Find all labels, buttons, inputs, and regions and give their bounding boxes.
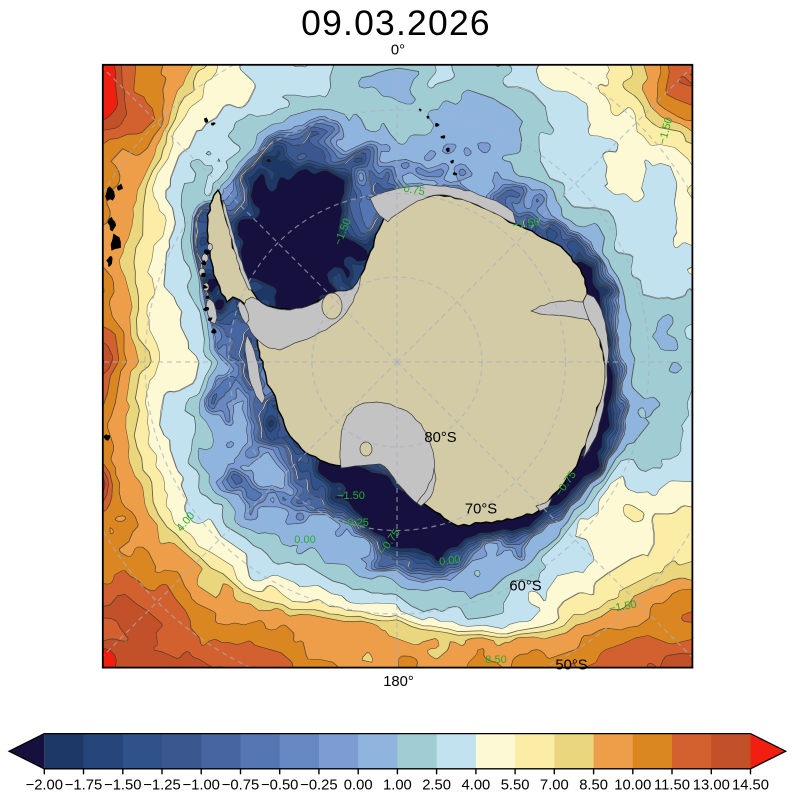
svg-text:−0.25: −0.25 <box>341 517 369 529</box>
svg-text:13.00: 13.00 <box>693 778 730 794</box>
svg-text:0.00: 0.00 <box>344 778 373 794</box>
svg-text:4.00: 4.00 <box>461 778 490 794</box>
svg-text:−1.50: −1.50 <box>104 778 141 794</box>
svg-text:−1.50: −1.50 <box>337 490 365 502</box>
svg-text:5.50: 5.50 <box>501 778 530 794</box>
svg-text:70°S: 70°S <box>465 502 497 518</box>
svg-text:−0.50: −0.50 <box>261 778 298 794</box>
svg-text:0°: 0° <box>391 43 405 59</box>
svg-text:0.00: 0.00 <box>439 553 462 568</box>
svg-text:−1.00: −1.00 <box>182 778 219 794</box>
svg-text:−1.25: −1.25 <box>143 778 180 794</box>
svg-text:7.00: 7.00 <box>540 778 569 794</box>
svg-text:11.50: 11.50 <box>654 778 690 794</box>
svg-text:1.00: 1.00 <box>383 778 412 794</box>
svg-text:8.50: 8.50 <box>579 778 608 794</box>
svg-text:50°S: 50°S <box>555 658 587 674</box>
svg-text:−2.00: −2.00 <box>26 778 63 794</box>
svg-text:−0.75: −0.75 <box>222 778 259 794</box>
svg-text:180°: 180° <box>383 674 414 690</box>
svg-text:80°S: 80°S <box>424 430 456 446</box>
svg-text:09.03.2026: 09.03.2026 <box>301 3 491 43</box>
svg-text:10.00: 10.00 <box>614 778 651 794</box>
svg-text:−1.75: −1.75 <box>65 778 102 794</box>
svg-text:−0.75: −0.75 <box>396 182 426 199</box>
svg-text:0.00: 0.00 <box>294 534 315 546</box>
svg-text:−1.50: −1.50 <box>608 599 638 616</box>
svg-text:60°S: 60°S <box>509 579 541 595</box>
svg-text:−1.50: −1.50 <box>511 216 540 232</box>
svg-text:8.50: 8.50 <box>485 654 506 666</box>
svg-text:−0.25: −0.25 <box>300 778 337 794</box>
svg-text:14.50: 14.50 <box>732 778 769 794</box>
svg-text:2.50: 2.50 <box>422 778 451 794</box>
